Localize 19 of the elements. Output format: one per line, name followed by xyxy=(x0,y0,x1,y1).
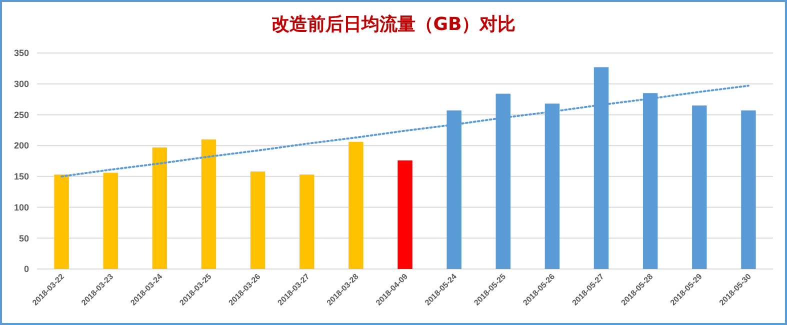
bar xyxy=(398,160,412,269)
bar xyxy=(741,110,756,269)
y-tick-label: 250 xyxy=(14,110,29,120)
chart-title: 改造前后日均流量（GB）对比 xyxy=(271,14,516,35)
bar xyxy=(348,142,364,269)
bar xyxy=(250,171,266,269)
bar xyxy=(152,147,168,269)
bar xyxy=(54,174,69,269)
y-tick-label: 100 xyxy=(14,202,29,212)
y-tick-label: 200 xyxy=(14,140,29,151)
y-tick-label: 350 xyxy=(14,48,29,58)
y-tick-label: 0 xyxy=(24,264,29,274)
bar xyxy=(103,172,118,269)
bar xyxy=(692,105,707,269)
y-tick-label: 150 xyxy=(14,172,29,182)
y-tick-label: 300 xyxy=(14,79,29,90)
bar xyxy=(300,174,314,269)
bar xyxy=(201,139,216,269)
y-tick-label: 50 xyxy=(18,233,29,244)
